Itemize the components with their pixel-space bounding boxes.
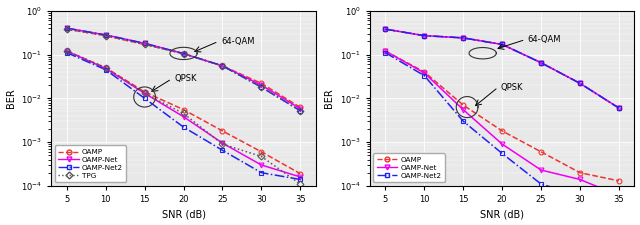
Text: 64-QAM: 64-QAM (221, 37, 254, 46)
Y-axis label: BER: BER (324, 88, 334, 108)
Legend: OAMP, OAMP-Net, OAMP-Net2, TPG: OAMP, OAMP-Net, OAMP-Net2, TPG (55, 145, 126, 182)
Text: QPSK: QPSK (500, 83, 523, 92)
Y-axis label: BER: BER (6, 88, 15, 108)
X-axis label: SNR (dB): SNR (dB) (161, 209, 205, 219)
Legend: OAMP, OAMP-Net, OAMP-Net2: OAMP, OAMP-Net, OAMP-Net2 (373, 153, 445, 182)
Text: QPSK: QPSK (174, 74, 196, 83)
X-axis label: SNR (dB): SNR (dB) (480, 209, 524, 219)
Text: 64-QAM: 64-QAM (528, 35, 561, 44)
